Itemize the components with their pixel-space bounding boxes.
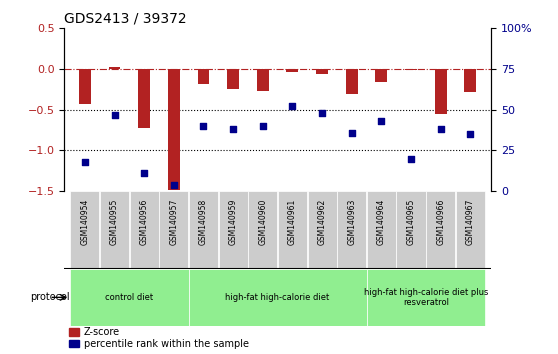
Bar — [426, 191, 455, 269]
Point — [258, 123, 267, 129]
Bar — [405, 69, 417, 70]
Text: protocol: protocol — [31, 292, 70, 302]
Text: GSM140962: GSM140962 — [318, 199, 326, 245]
Bar — [129, 191, 158, 269]
Point — [436, 126, 445, 132]
Bar — [307, 191, 336, 269]
Text: control diet: control diet — [105, 293, 153, 302]
Text: GSM140955: GSM140955 — [110, 199, 119, 245]
Bar — [376, 69, 387, 82]
Point — [288, 104, 297, 109]
Bar — [346, 69, 358, 94]
Legend: Z-score, percentile rank within the sample: Z-score, percentile rank within the samp… — [69, 327, 249, 349]
Point — [318, 110, 326, 116]
Text: GSM140965: GSM140965 — [406, 199, 416, 245]
Bar — [219, 191, 248, 269]
Text: GSM140958: GSM140958 — [199, 199, 208, 245]
Bar — [464, 69, 476, 92]
Text: GDS2413 / 39372: GDS2413 / 39372 — [64, 12, 187, 26]
Point — [229, 126, 238, 132]
Bar — [367, 269, 485, 326]
Text: GSM140956: GSM140956 — [140, 199, 149, 245]
Text: GSM140954: GSM140954 — [80, 199, 89, 245]
Text: GSM140964: GSM140964 — [377, 199, 386, 245]
Bar — [189, 191, 218, 269]
Bar — [337, 191, 366, 269]
Bar — [397, 191, 426, 269]
Bar — [100, 191, 129, 269]
Point — [377, 118, 386, 124]
Point — [110, 112, 119, 118]
Point — [170, 182, 179, 188]
Point — [140, 170, 148, 176]
Bar — [248, 191, 277, 269]
Text: GSM140960: GSM140960 — [258, 199, 267, 245]
Text: high-fat high-calorie diet plus
resveratrol: high-fat high-calorie diet plus resverat… — [364, 288, 488, 307]
Bar — [286, 69, 299, 72]
Bar — [198, 69, 209, 84]
Bar — [456, 191, 485, 269]
Text: high-fat high-calorie diet: high-fat high-calorie diet — [225, 293, 330, 302]
Point — [347, 130, 356, 135]
Text: GSM140957: GSM140957 — [169, 199, 179, 245]
Bar — [70, 191, 99, 269]
Point — [199, 123, 208, 129]
Bar — [79, 69, 91, 104]
Text: GSM140963: GSM140963 — [347, 199, 356, 245]
Text: GSM140967: GSM140967 — [466, 199, 475, 245]
Text: GSM140959: GSM140959 — [229, 199, 238, 245]
Bar — [189, 269, 367, 326]
Bar — [227, 69, 239, 90]
Bar — [367, 191, 396, 269]
Text: GSM140966: GSM140966 — [436, 199, 445, 245]
Bar — [160, 191, 189, 269]
Bar — [257, 69, 269, 91]
Text: GSM140961: GSM140961 — [288, 199, 297, 245]
Bar — [70, 269, 189, 326]
Point — [407, 156, 416, 161]
Bar — [109, 67, 121, 69]
Bar — [316, 69, 328, 74]
Bar — [138, 69, 150, 128]
Bar — [168, 69, 180, 189]
Bar — [435, 69, 446, 114]
Point — [80, 159, 89, 165]
Bar — [278, 191, 307, 269]
Point — [466, 131, 475, 137]
